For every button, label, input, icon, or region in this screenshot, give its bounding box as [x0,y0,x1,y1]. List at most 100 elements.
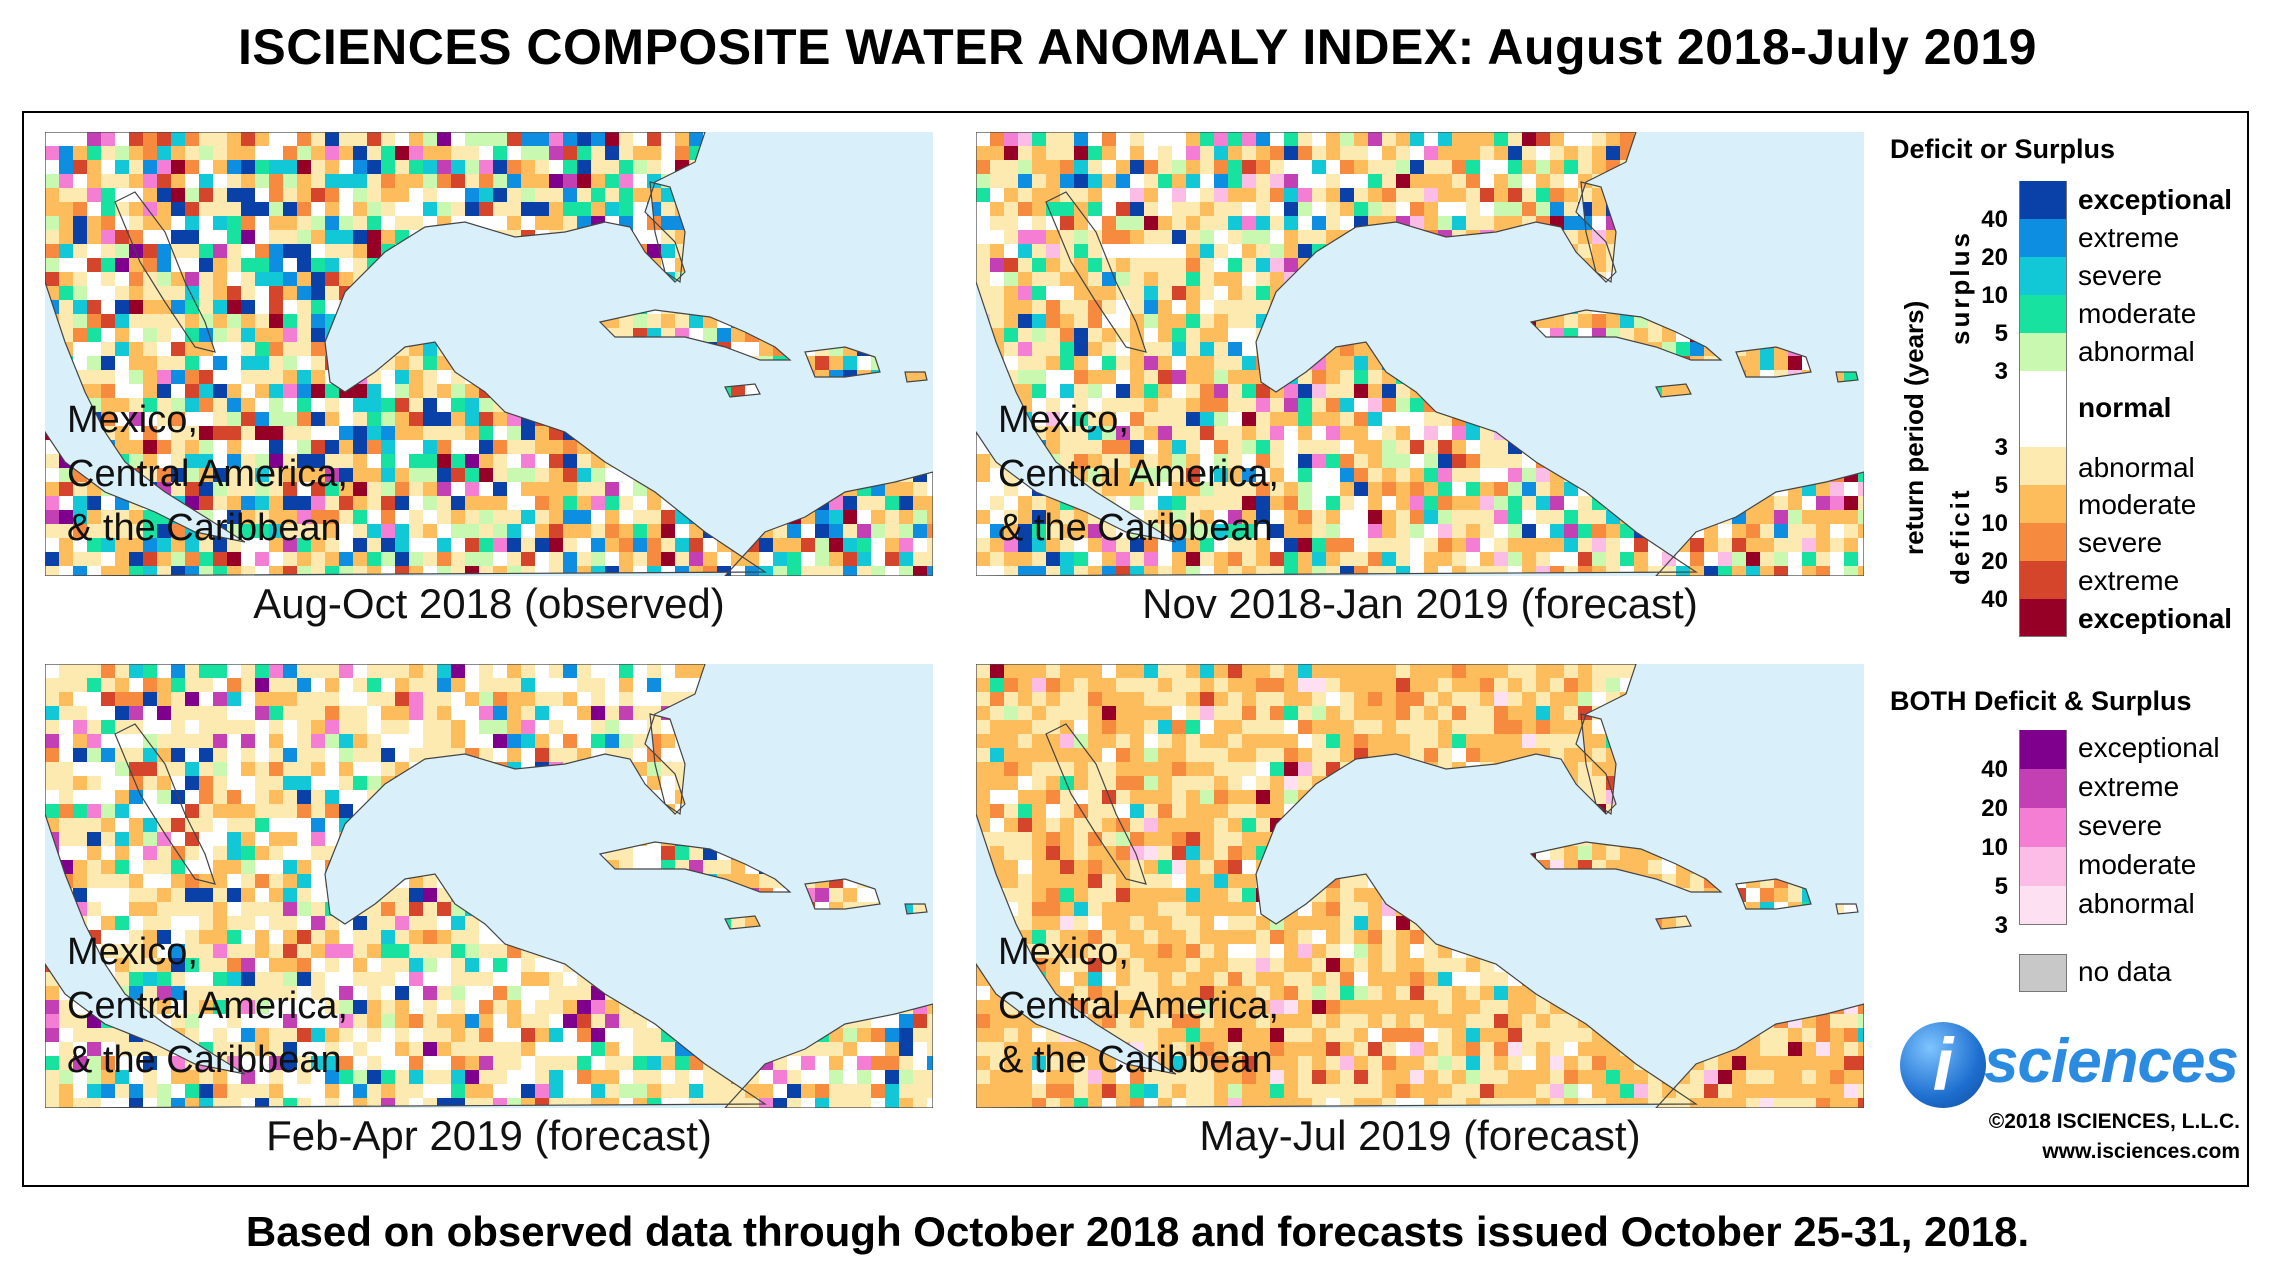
legend-tick: 20 [1981,244,2008,271]
region-label: Mexico, Central America, & the Caribbean [67,399,348,549]
land-outline [114,191,216,353]
legend-label: abnormal [2078,888,2195,919]
land-outline [904,903,928,915]
land-outline [1580,181,1617,284]
land-outline [1735,346,1812,378]
legend-label: abnormal [2078,452,2195,483]
land-outline [1655,915,1692,930]
legend-label: severe [2078,527,2163,558]
land-outline [1655,471,1864,576]
legend-label: normal [2078,392,2172,423]
land-outline [724,1003,933,1108]
legend-swatch-both-abnormal [2019,886,2067,925]
legend-tick: 3 [1994,912,2008,939]
legend-label: abnormal [2078,336,2195,367]
legend-swatch-surplus-severe [2019,257,2067,295]
panel-caption: May-Jul 2019 (forecast) [1199,1112,1641,1159]
land-outline [598,309,792,361]
region-label: Mexico, Central America, & the Caribbean [998,931,1279,1081]
land-outline [598,841,792,893]
legend-swatch-deficit-severe [2019,523,2067,561]
legend-swatch-surplus-moderate [2019,295,2067,333]
land-outline [1835,371,1859,383]
legend-label: extreme [2078,222,2180,253]
land-outline [1529,309,1723,361]
map-panel-nov-2018-jan-2019 [976,132,1864,576]
land-outline [804,346,881,378]
legend-tick: 20 [1981,795,2008,822]
legend-swatch-no-data [2019,954,2067,992]
legend-label: exceptional [2078,732,2220,763]
legend-swatch-normal [2019,371,2067,447]
legend-heading-both: BOTH Deficit & Surplus [1890,686,2192,716]
legend-tick: 3 [1994,434,2008,461]
legend-label: exceptional [2078,603,2233,634]
legend-swatch-deficit-exceptional [2019,599,2067,637]
legend-tick: 40 [1981,756,2008,783]
map-panel-feb-apr-2019 [45,664,933,1108]
legend-label: severe [2078,260,2163,291]
legend-tick: 10 [1981,282,2008,309]
legend-label: extreme [2078,771,2180,802]
legend-tick: 40 [1981,206,2008,233]
land-outline [1045,723,1147,885]
legend-swatch-deficit-moderate [2019,485,2067,523]
isciences-logo: i sciences [1900,1022,2240,1110]
land-outline [724,471,933,576]
land-outline [45,132,767,576]
legend-swatch-both-exceptional [2019,730,2067,769]
land-outline [1580,713,1617,816]
logo-globe-icon: i [1900,1022,1986,1108]
land-outline [1529,841,1723,893]
legend-label-no-data: no data [2078,956,2172,987]
legend-tick: 10 [1981,834,2008,861]
land-outline [904,371,928,383]
legend-label: moderate [2078,489,2197,520]
legend-label: extreme [2078,565,2180,596]
map-panel-may-jul-2019 [976,664,1864,1108]
legend-swatch-both-severe [2019,808,2067,847]
map-svg [45,132,933,576]
land-outline [114,723,216,885]
map-svg [976,132,1864,576]
copyright: ©2018 ISCIENCES, L.L.C. [1988,1110,2240,1133]
map-panel-aug-oct-2018 [45,132,933,576]
legend-swatch-both-extreme [2019,769,2067,808]
region-label: Mexico, Central America, & the Caribbean [998,399,1279,549]
figure-frame [22,111,2249,1187]
legend-tick: 20 [1981,548,2008,575]
land-outline [1655,383,1692,398]
legend-swatch-surplus-exceptional [2019,181,2067,219]
land-outline [976,664,1698,1108]
land-outline [649,713,686,816]
panel-caption: Feb-Apr 2019 (forecast) [266,1112,712,1159]
land-outline [1835,903,1859,915]
map-svg [45,664,933,1108]
legend-heading-deficit-surplus: Deficit or Surplus [1890,134,2116,164]
legend-swatch-deficit-abnormal [2019,447,2067,485]
legend-tick: 5 [1994,873,2008,900]
legend-axis-label: return period (years) [1899,300,1929,555]
legend-swatch-both-moderate [2019,847,2067,886]
land-outline [45,664,767,1108]
land-outline [724,383,761,398]
land-outline [976,132,1698,576]
legend-label: moderate [2078,849,2197,880]
land-outline [1655,1003,1864,1108]
land-outline [724,915,761,930]
land-outline [804,878,881,910]
land-outline [1735,878,1812,910]
region-label: Mexico, Central America, & the Caribbean [67,931,348,1081]
legend-tick: 3 [1994,358,2008,385]
land-outline [649,181,686,284]
legend-tick: 5 [1994,472,2008,499]
legend-tick: 40 [1981,586,2008,613]
land-outline [1045,191,1147,353]
legend-swatch-surplus-extreme [2019,219,2067,257]
footer-note: Based on observed data through October 2… [245,1208,2030,1255]
map-svg [976,664,1864,1108]
legend-swatch-surplus-abnormal [2019,333,2067,371]
panel-caption: Nov 2018-Jan 2019 (forecast) [1142,580,1698,627]
page-title: ISCIENCES COMPOSITE WATER ANOMALY INDEX:… [238,19,2037,75]
legend-swatch-deficit-extreme [2019,561,2067,599]
